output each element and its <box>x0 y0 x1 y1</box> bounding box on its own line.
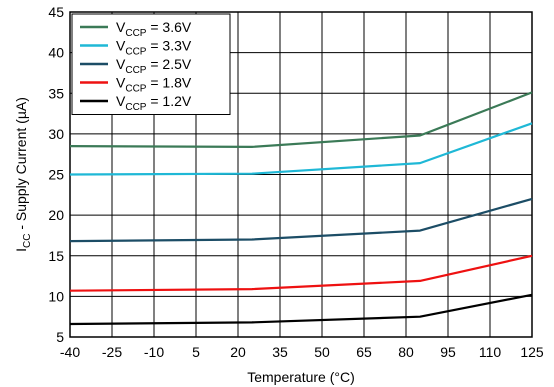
x-tick-label: 80 <box>398 344 414 360</box>
legend-label: VCCP = 1.8V <box>116 75 192 95</box>
x-tick-label: 35 <box>272 344 288 360</box>
x-tick-label: 110 <box>479 344 502 360</box>
y-tick-label: 15 <box>48 248 64 264</box>
y-tick-label: 40 <box>48 45 64 61</box>
series-line-4 <box>69 254 533 292</box>
y-tick-label: 5 <box>56 329 64 345</box>
legend-label: VCCP = 1.2V <box>116 93 192 113</box>
x-tick-label: 20 <box>230 344 246 360</box>
y-tick-label: 25 <box>48 167 64 183</box>
series-line-1 <box>69 91 533 148</box>
legend-label: VCCP = 3.3V <box>116 38 192 58</box>
x-axis-label: Temperature (°C) <box>247 369 355 385</box>
x-tick-label: 50 <box>314 344 330 360</box>
x-tick-label: 65 <box>356 344 372 360</box>
y-tick-label: 30 <box>48 126 64 142</box>
x-tick-label: 95 <box>440 344 456 360</box>
legend-label: VCCP = 2.5V <box>116 56 192 76</box>
legend-label: VCCP = 3.6V <box>116 19 192 39</box>
y-axis-label: ICC - Supply Current (µA) <box>13 97 33 252</box>
x-tick-label: 5 <box>192 344 200 360</box>
y-tick-label: 45 <box>48 4 64 20</box>
series-line-5 <box>69 293 533 326</box>
y-tick-label: 20 <box>48 207 64 223</box>
series-line-3 <box>69 197 533 243</box>
x-tick-label: -25 <box>102 344 122 360</box>
y-tick-label: 10 <box>48 288 64 304</box>
y-tick-label: 35 <box>48 85 64 101</box>
x-tick-label: -10 <box>144 344 164 360</box>
x-tick-label: 125 <box>520 344 544 360</box>
x-tick-label: -40 <box>60 344 80 360</box>
series-line-2 <box>69 122 533 176</box>
